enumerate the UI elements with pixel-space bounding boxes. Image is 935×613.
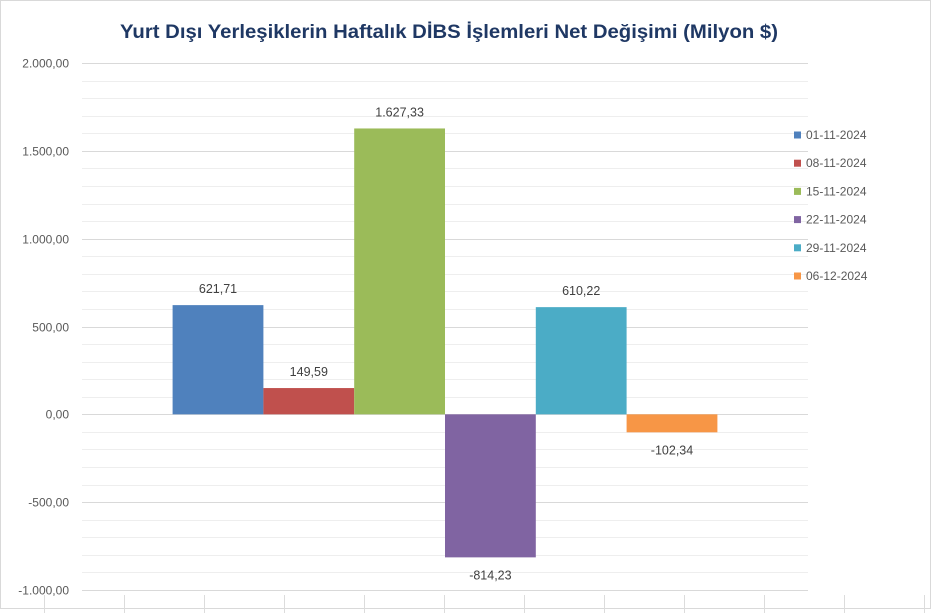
legend-item: 22-11-2024	[794, 213, 867, 227]
legend-swatch	[794, 159, 801, 167]
data-label-22-11-2024: -814,23	[469, 568, 511, 582]
bar-22-11-2024	[445, 414, 536, 558]
legend-label: 29-11-2024	[806, 241, 867, 255]
bar-15-11-2024	[354, 128, 445, 415]
legend-item: 29-11-2024	[794, 241, 867, 255]
legend-label: 06-12-2024	[806, 269, 868, 283]
legend-item: 01-11-2024	[794, 128, 867, 142]
legend-swatch	[794, 187, 801, 195]
data-label-08-11-2024: 149,59	[290, 365, 328, 379]
legend-swatch	[794, 131, 801, 139]
data-label-15-11-2024: 1.627,33	[375, 105, 424, 119]
data-labels: 621,71 149,59 1.627,33 -814,23 610,22 -102,34	[199, 105, 693, 582]
y-tick-label: 1.000,00	[22, 233, 69, 247]
y-axis-tick-labels: 2.000,00 1.500,00 1.000,00 500,00 0,00 -500,0…	[18, 57, 69, 598]
data-label-01-11-2024: 621,71	[199, 282, 237, 296]
chart-title: Yurt Dışı Yerleşiklerin Haftalık DİBS İş…	[120, 22, 778, 43]
y-tick-label: 2.000,00	[22, 57, 69, 71]
y-tick-label: -1.000,00	[18, 584, 69, 598]
y-tick-label: 0,00	[46, 408, 70, 422]
data-label-29-11-2024: 610,22	[562, 284, 600, 298]
y-tick-label: 1.500,00	[22, 145, 69, 159]
legend-label: 08-11-2024	[806, 156, 867, 170]
legend-swatch	[794, 216, 801, 224]
y-tick-label: -500,00	[28, 496, 69, 510]
legend-item: 08-11-2024	[794, 156, 867, 170]
bar-06-12-2024	[626, 414, 718, 433]
legend-swatch	[794, 244, 801, 252]
legend-swatch	[794, 272, 801, 280]
data-label-06-12-2024: -102,34	[651, 443, 693, 457]
bar-08-11-2024	[263, 388, 355, 415]
legend-label: 01-11-2024	[806, 128, 867, 142]
legend-item: 15-11-2024	[794, 184, 867, 198]
sheet-gridlines	[44, 595, 925, 613]
bars	[172, 128, 718, 558]
y-tick-label: 500,00	[32, 321, 69, 335]
legend-item: 06-12-2024	[794, 269, 868, 283]
legend-label: 15-11-2024	[806, 184, 867, 198]
bar-01-11-2024	[172, 305, 264, 415]
bar-29-11-2024	[535, 307, 627, 415]
legend: 01-11-2024 08-11-2024 15-11-2024 22-11-2024…	[794, 128, 868, 283]
legend-label: 22-11-2024	[806, 213, 867, 227]
